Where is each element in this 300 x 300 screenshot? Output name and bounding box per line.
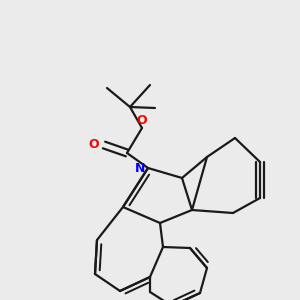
Text: N: N [135, 161, 145, 175]
Text: O: O [137, 113, 147, 127]
Text: O: O [89, 139, 99, 152]
